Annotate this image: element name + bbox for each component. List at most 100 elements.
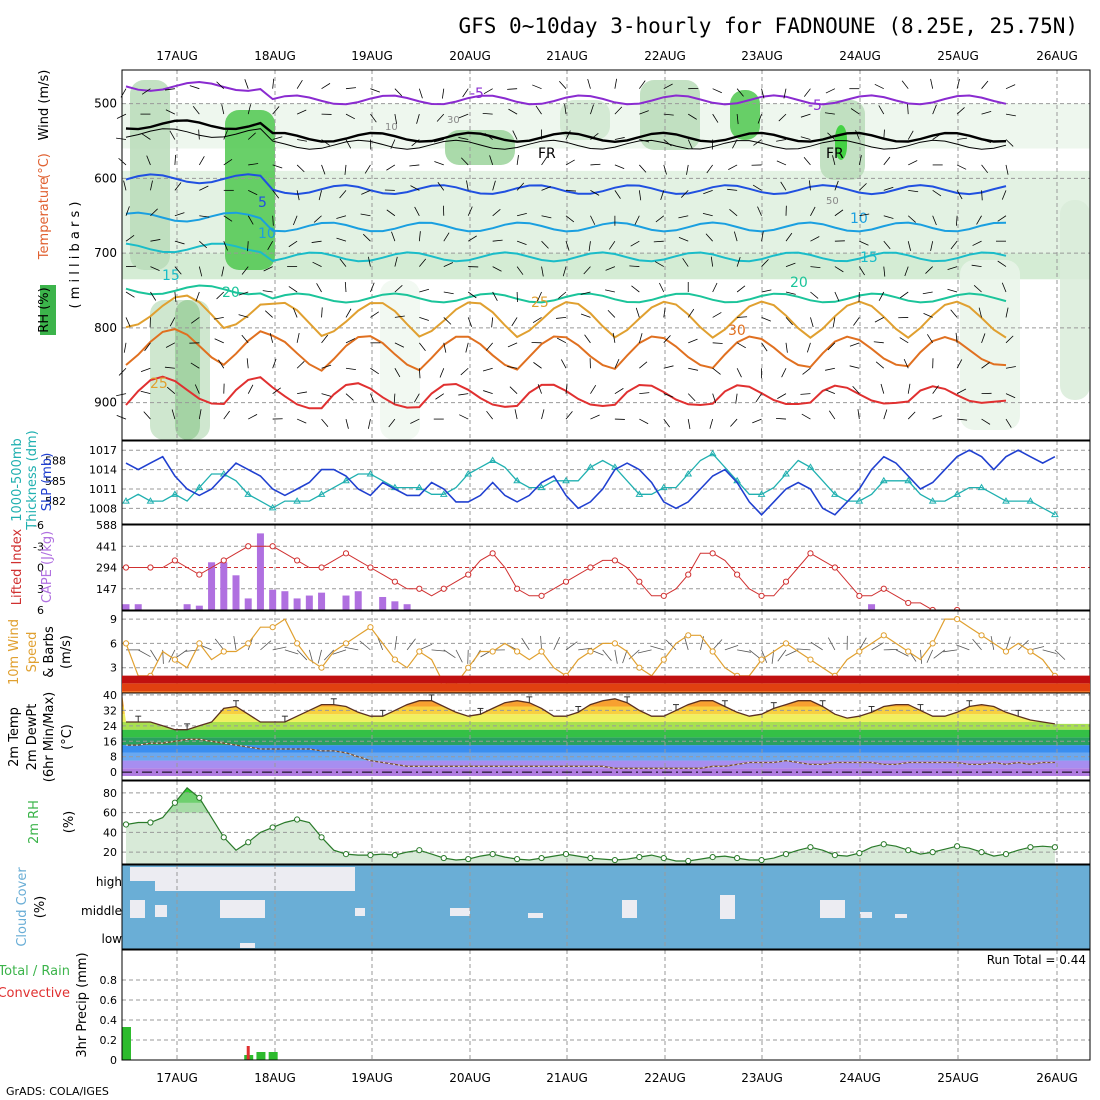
wind-barb [655, 215, 665, 223]
wind-barb [678, 237, 689, 242]
wind-barb [761, 289, 772, 293]
wind-barb [705, 233, 713, 242]
wind-barb [981, 110, 992, 115]
rh2m-line-point [122, 821, 130, 828]
wind10-barb [138, 649, 151, 658]
temperature-contour [125, 128, 1007, 150]
wind-barb [414, 206, 420, 216]
pressure-tick: 500 [94, 97, 117, 111]
wind-barb [901, 80, 909, 89]
thickness-point [146, 497, 155, 504]
temp-band [122, 760, 1090, 769]
wind-barb [292, 307, 298, 318]
wind-barb [614, 106, 623, 115]
wind10-line-point [367, 624, 374, 631]
thickness-point [928, 497, 937, 504]
wind-barb [410, 185, 420, 191]
wind10-line-point [391, 656, 398, 663]
wind10-line-point [660, 656, 667, 663]
wind10-line-point [489, 648, 496, 655]
wind-barb [777, 393, 787, 400]
wind10-line-point [196, 640, 203, 647]
wind-barb [728, 164, 738, 170]
wind-barb [710, 256, 714, 267]
thickness-point [415, 483, 424, 491]
wind-barb [729, 209, 738, 217]
wind-barb [903, 358, 909, 369]
wind-barb [223, 410, 230, 420]
rh-tick: 20 [103, 846, 117, 859]
wind10-line-point [294, 640, 301, 647]
wind10-barb [1017, 640, 1029, 651]
wind-barb [318, 190, 322, 201]
wind10-line-point [465, 664, 472, 671]
lifted-index-line-point [342, 550, 350, 557]
wind-barb [262, 290, 273, 293]
thickness-point [684, 470, 693, 477]
wind-barb [367, 256, 371, 267]
contour-label: 5 [258, 195, 267, 211]
rh2m-line-point [685, 857, 692, 865]
wind-barb [785, 232, 793, 242]
wind-barb [559, 80, 567, 89]
li-tick: -6 [33, 519, 44, 532]
wind10-barb [724, 644, 739, 651]
wind-barb [907, 383, 911, 394]
wind10-line-point [245, 640, 252, 647]
wind-barb [296, 79, 303, 89]
wind-barb [859, 213, 870, 217]
wind10-barb [628, 649, 640, 660]
wind-barb [997, 260, 1007, 267]
wind-barb [437, 182, 445, 191]
wind-barb [244, 79, 249, 89]
thickness-point [122, 497, 130, 504]
lifted-index-line-point [196, 571, 203, 578]
lifted-index-line-point [147, 564, 154, 571]
contour-label: 15 [162, 268, 180, 284]
wind10-line-point [636, 664, 643, 671]
cape-bar [232, 575, 240, 610]
wind-barb [733, 231, 738, 242]
rh2m-line-point [831, 852, 838, 859]
wind-barb [492, 180, 496, 191]
wind-barb [241, 266, 249, 275]
wind-barb [736, 88, 744, 97]
wind-barb [874, 83, 884, 90]
wind-barb [321, 83, 331, 90]
bottom-date-label: 18AUG [254, 1071, 296, 1085]
wind-barb [272, 358, 277, 369]
contour-label: 10 [850, 211, 868, 227]
wind-barb [976, 215, 982, 225]
wind10-barb [683, 636, 689, 650]
pressure-tick: 700 [94, 246, 117, 260]
wind-barb [853, 317, 860, 326]
wind-barb [930, 241, 934, 252]
wind-barb [140, 367, 151, 373]
wind-barb [702, 212, 713, 217]
lifted-index-line-point [269, 543, 276, 550]
wind-barb [981, 362, 990, 369]
wind-barb [981, 80, 989, 89]
cape-bar [195, 605, 203, 610]
wind10-barb [175, 649, 188, 659]
wind10-barb [394, 635, 398, 650]
wind-barb [269, 333, 274, 343]
slp-tick: 1008 [89, 502, 117, 515]
wind10-barb [777, 649, 787, 662]
wind-barb [761, 342, 768, 352]
credit-label: GrADS: COLA/IGES [6, 1085, 109, 1098]
rh2m-panel: 80 60 40 20 [103, 780, 1091, 865]
wind-barb [508, 108, 518, 115]
wind10-barb [665, 639, 677, 651]
rh2m-line-point [905, 847, 912, 854]
wind-barb [631, 285, 640, 293]
thickness-point [537, 483, 546, 491]
wind-barb [608, 240, 616, 250]
contour-label: 25 [150, 376, 168, 392]
wind-barb [736, 285, 746, 293]
wind-barb [116, 393, 127, 397]
wind-barb [125, 291, 135, 298]
wind-barb [827, 132, 836, 140]
rh2m-line-point [391, 852, 398, 859]
thickness-point [904, 476, 913, 484]
